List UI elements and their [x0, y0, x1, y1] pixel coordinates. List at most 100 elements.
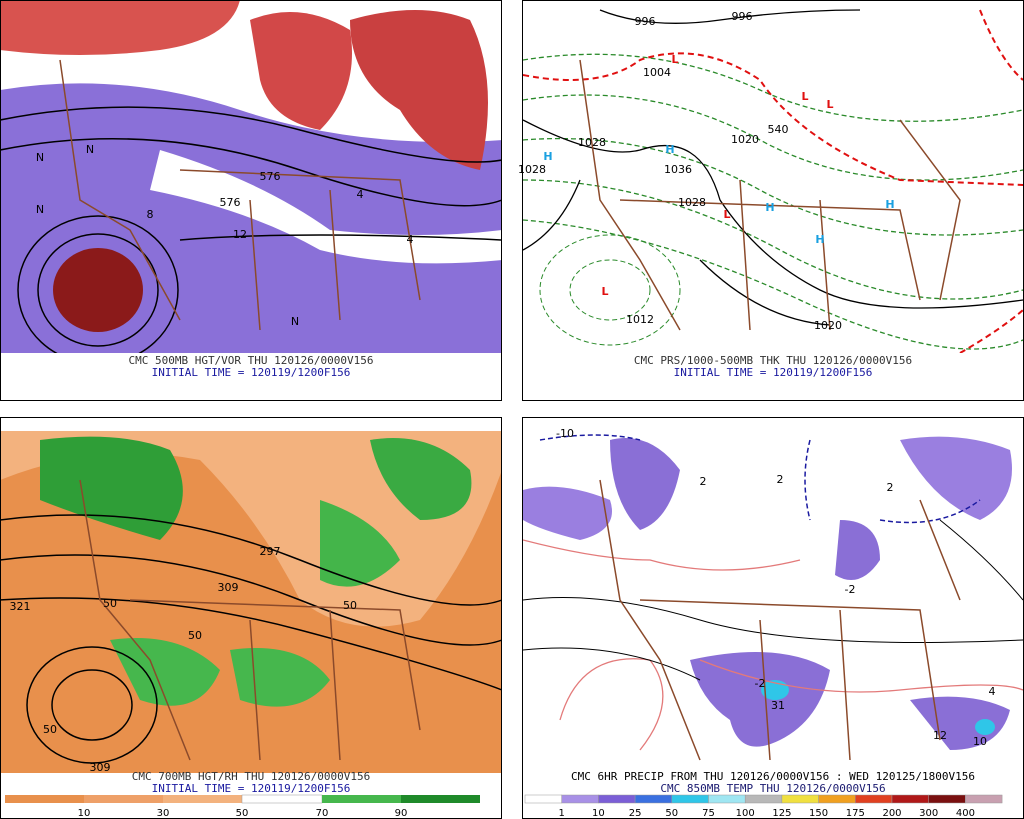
- contour-label: 1020: [814, 319, 842, 332]
- colorbar-bin: [163, 795, 242, 803]
- colorbar-bin: [781, 794, 819, 804]
- contour-label: 50: [343, 599, 357, 612]
- pressure-center: H: [885, 198, 894, 211]
- height-contour: [1, 138, 501, 207]
- rh-moist: [110, 638, 330, 707]
- panel-frame: [522, 0, 1024, 401]
- contour-label: 4: [407, 233, 414, 246]
- pressure-center: H: [815, 233, 824, 246]
- contour-label: 2: [700, 475, 707, 488]
- map-500mb: [1, 1, 501, 353]
- contour-label: 31: [771, 699, 785, 712]
- contour-label: -2: [755, 677, 766, 690]
- contour-label: N: [36, 203, 44, 216]
- contour-label: N: [36, 151, 44, 164]
- colorbar-bin: [744, 794, 783, 804]
- contour-label: 12: [933, 729, 947, 742]
- contour-label: 12: [233, 228, 247, 241]
- height-contour: [179, 234, 501, 241]
- thickness-contour: [539, 234, 681, 346]
- temp-contour: [523, 519, 1023, 681]
- height-contour: [1, 106, 501, 163]
- contour-label: 2: [887, 481, 894, 494]
- precip-colorbar: 1 10 25 50 75 100 125 150 175 200 300 400: [524, 794, 1003, 819]
- colorbar-label: 175: [846, 808, 865, 819]
- borders: [59, 59, 421, 331]
- colorbar-bin: [322, 795, 401, 803]
- caption: CMC 700MB HGT/RH THU 120126/0000V156: [132, 770, 370, 783]
- contour-label: 2: [777, 473, 784, 486]
- contour-label: 540: [768, 123, 789, 136]
- colorbar-bin: [891, 794, 929, 804]
- contour-label: 996: [635, 15, 656, 28]
- colorbar-bin: [561, 794, 599, 804]
- thickness-contour: [523, 53, 1023, 350]
- temp-contour: [539, 434, 981, 524]
- pressure-center: H: [543, 150, 552, 163]
- borders: [599, 479, 961, 761]
- contour-label: 996: [732, 10, 753, 23]
- colorbar-label: 90: [395, 808, 408, 819]
- colorbar-bin: [84, 795, 163, 803]
- caption: INITIAL TIME = 120119/1200F156: [152, 366, 351, 379]
- colorbar-label: 200: [882, 808, 901, 819]
- colorbar-label: 10: [78, 808, 91, 819]
- contour-label: 321: [10, 600, 31, 613]
- colorbar-label: 30: [157, 808, 170, 819]
- pressure-center: L: [601, 285, 608, 298]
- pressure-center: L: [723, 208, 730, 221]
- pressure-center: H: [765, 201, 774, 214]
- pressure-center: L: [671, 53, 678, 66]
- contour-label: 4: [989, 685, 996, 698]
- colorbar-label: 100: [736, 808, 755, 819]
- contour-label: 1028: [678, 196, 706, 209]
- colorbar-label: 50: [236, 808, 249, 819]
- borders: [579, 59, 961, 331]
- pressure-center: L: [826, 98, 833, 111]
- map-mslp: [523, 9, 1023, 353]
- rh-moist: [320, 500, 400, 587]
- colorbar-bin: [598, 794, 636, 804]
- contour-label: 10: [973, 735, 987, 748]
- precip-shade: [690, 652, 830, 747]
- map-precip: [523, 434, 1023, 761]
- vort-max: [53, 248, 143, 332]
- contour-label: 297: [260, 545, 281, 558]
- precip-shade: [900, 436, 1012, 520]
- colorbar-bin: [855, 794, 893, 804]
- contour-label: -2: [845, 583, 856, 596]
- colorbar-bin: [708, 794, 746, 804]
- contour-label: 1004: [643, 66, 671, 79]
- caption: CMC 850MB TEMP THU 120126/0000V156: [660, 782, 885, 795]
- caption: CMC 500MB HGT/VOR THU 120126/0000V156: [128, 354, 373, 367]
- isobar: [523, 9, 1023, 326]
- precip-heavy: [975, 719, 995, 735]
- colorbar-label: 50: [665, 808, 678, 819]
- contour-label: 1028: [578, 136, 606, 149]
- contour-label: 8: [147, 208, 154, 221]
- contour-label: 309: [90, 761, 111, 774]
- rh-colorbar: [5, 794, 480, 804]
- contour-label: N: [291, 315, 299, 328]
- contour-label: 1028: [518, 163, 546, 176]
- colorbar-label: 25: [629, 808, 642, 819]
- contour-label: N: [86, 143, 94, 156]
- thickness-contour: [569, 259, 651, 321]
- colorbar-bin: [241, 794, 323, 804]
- colorbar-bin: [818, 794, 856, 804]
- contour-label: 1012: [626, 313, 654, 326]
- contour-label: 50: [43, 723, 57, 736]
- precip-shade: [835, 520, 880, 580]
- contour-label: 50: [103, 597, 117, 610]
- contour-label: 4: [357, 188, 364, 201]
- contour-label: 1036: [664, 163, 692, 176]
- contour-label: 1020: [731, 133, 759, 146]
- thickness-540: [523, 9, 1023, 353]
- precip-shade: [610, 438, 680, 530]
- contour-label: 576: [260, 170, 281, 183]
- colorbar-label: 1: [559, 808, 565, 819]
- caption: INITIAL TIME = 120119/1200F156: [674, 366, 873, 379]
- vort-max: [350, 10, 488, 170]
